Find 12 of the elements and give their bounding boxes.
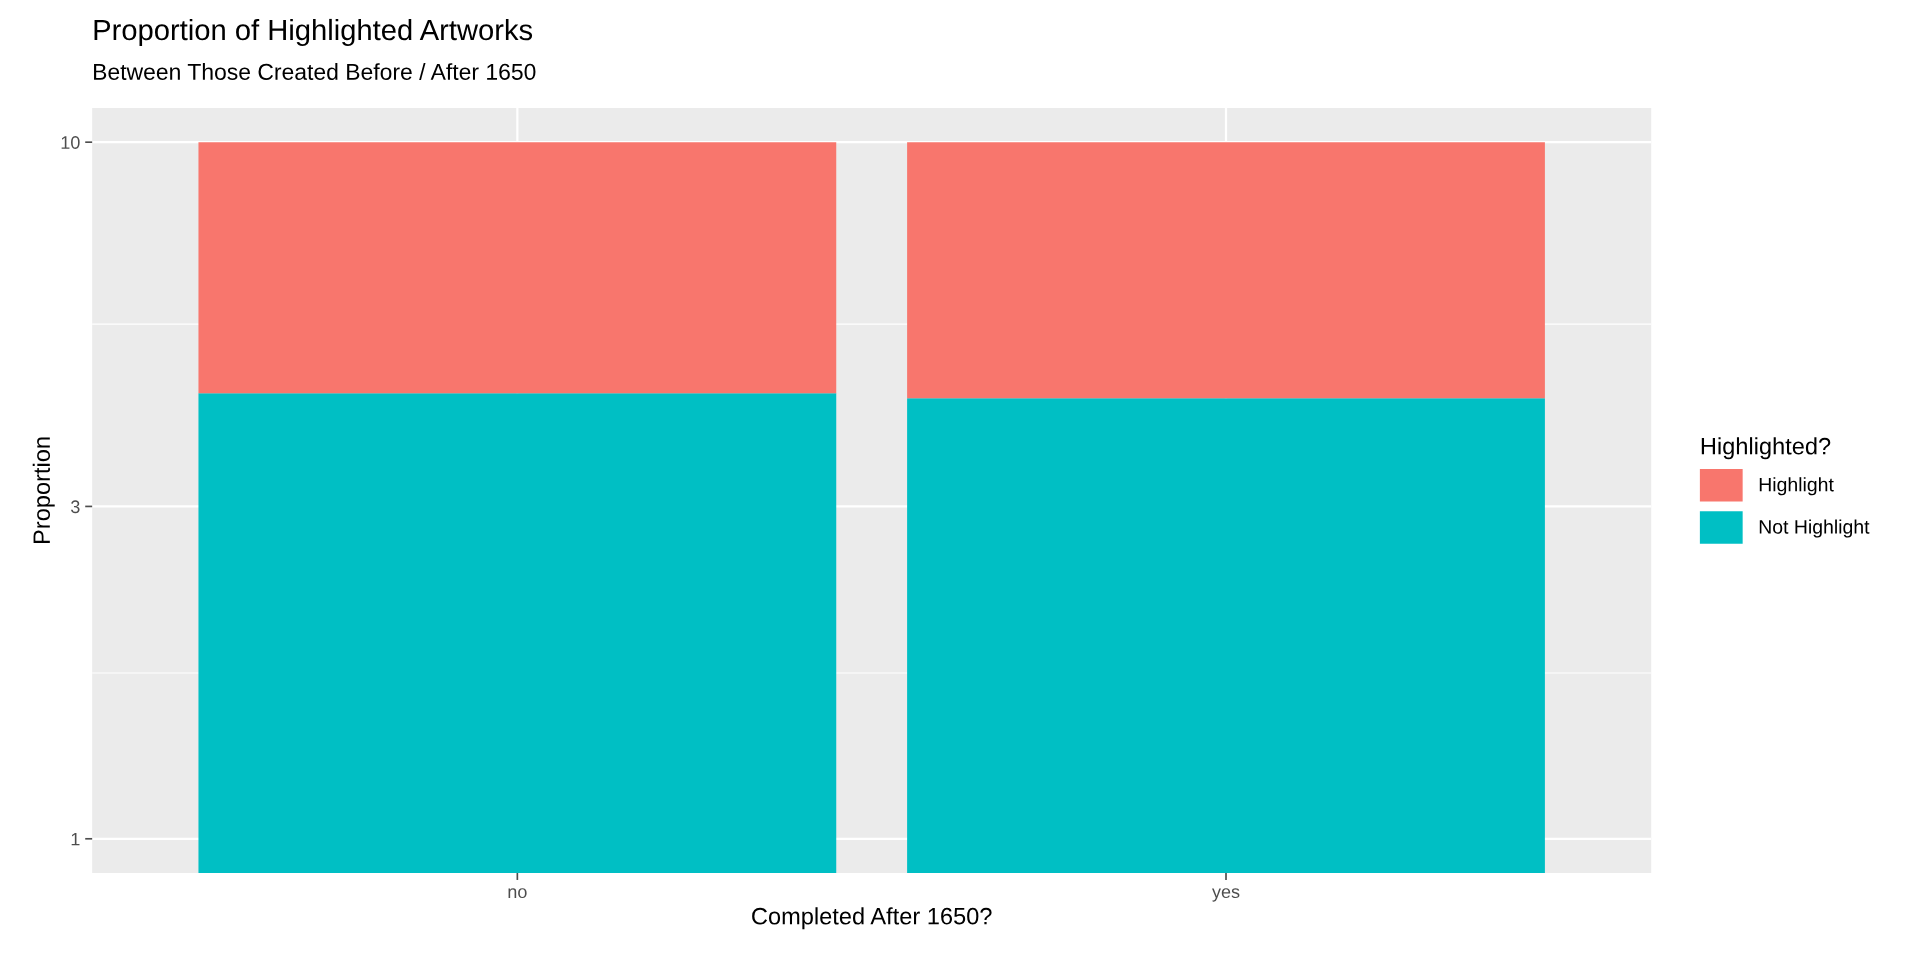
x-tick-label: yes <box>1212 888 1240 902</box>
y-axis-title: Proportion <box>32 437 55 543</box>
x-axis-title: Completed After 1650? <box>752 907 992 930</box>
chart-subtitle: Between Those Created Before / After 1650 <box>94 63 536 80</box>
x-tick-label: no <box>508 888 527 899</box>
legend-label: Not Highlight <box>1759 519 1870 538</box>
y-tick-label: 1 <box>71 832 80 846</box>
y-tick-label: 10 <box>61 136 80 149</box>
y-tick-label: 3 <box>71 500 80 514</box>
legend-label: Highlight <box>1759 477 1834 496</box>
legend-title: Highlighted? <box>1701 437 1831 460</box>
chart-title: Proportion of Highlighted Artworks <box>94 18 533 47</box>
